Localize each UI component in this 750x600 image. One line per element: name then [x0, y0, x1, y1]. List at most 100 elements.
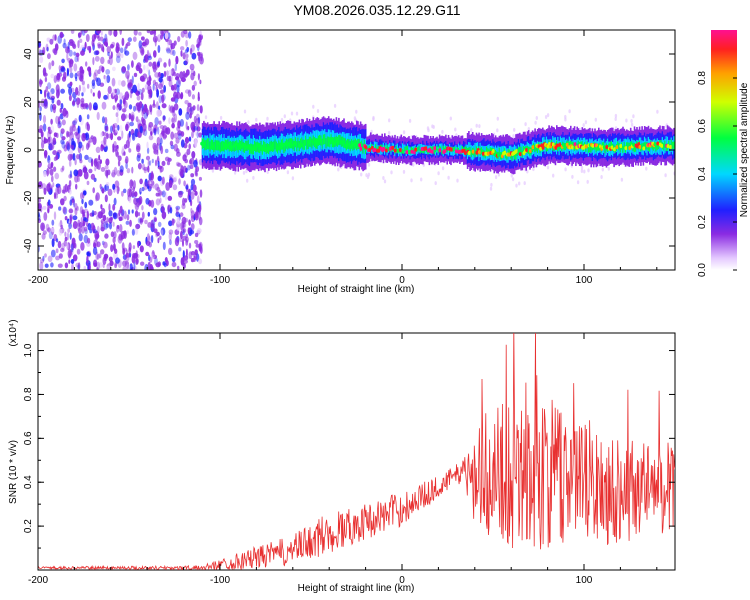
heatmap-cell [45, 43, 49, 51]
heatmap-cell [153, 128, 157, 136]
heatmap-cell [173, 132, 179, 139]
heatmap-cell [610, 141, 613, 149]
heatmap-cell [42, 46, 46, 56]
heatmap-cell [153, 50, 157, 58]
heatmap-cell [152, 64, 157, 73]
heatmap-cell [72, 124, 76, 132]
heatmap-cell [157, 221, 162, 227]
heatmap-cell [196, 205, 200, 212]
heatmap-cell [60, 128, 65, 135]
heatmap-cell [271, 143, 275, 148]
heatmap-cell [131, 60, 134, 68]
heatmap-cell [129, 219, 132, 227]
heatmap-cell [144, 178, 148, 187]
heatmap-cell [266, 116, 269, 121]
heatmap-cell [189, 47, 193, 55]
heatmap-cell [193, 253, 198, 260]
heatmap-cell [227, 145, 231, 150]
heatmap-cell [55, 193, 58, 199]
heatmap-cell [220, 141, 223, 152]
heatmap-cell [38, 197, 42, 203]
heatmap-cells [38, 30, 675, 270]
heatmap-cell [229, 140, 232, 151]
heatmap-cell [47, 163, 52, 170]
heatmap-cell [88, 102, 92, 111]
heatmap-cell [291, 176, 295, 181]
heatmap-cell [441, 150, 443, 155]
heatmap-cell [148, 160, 152, 166]
heatmap-cell [47, 199, 51, 206]
heatmap-cell [176, 91, 181, 100]
heatmap-cell [64, 216, 68, 221]
heatmap-cell [68, 86, 73, 96]
heatmap-cell [664, 173, 667, 178]
heatmap-cell [171, 256, 176, 263]
heatmap-cell [179, 119, 184, 127]
heatmap-cell [443, 149, 447, 154]
heatmap-cell [69, 199, 73, 206]
heatmap-cell [152, 62, 156, 70]
heatmap-cell [143, 168, 147, 174]
heatmap-cell [167, 41, 170, 48]
heatmap-cell [168, 174, 174, 180]
heatmap-cell [387, 130, 391, 135]
heatmap-cell [336, 140, 340, 144]
heatmap-cell [133, 30, 138, 36]
heatmap-cell [121, 130, 124, 139]
heatmap-cell [118, 233, 123, 241]
heatmap-cell [185, 236, 189, 243]
heatmap-cell [396, 149, 399, 154]
heatmap-cell [126, 64, 130, 71]
heatmap-cell [137, 162, 142, 170]
heatmap-cell [596, 146, 600, 151]
heatmap-cell [100, 167, 106, 172]
heatmap-cell [178, 78, 181, 85]
heatmap-cell [513, 127, 516, 132]
heatmap-cell [50, 262, 54, 268]
heatmap-cell [47, 255, 53, 263]
heatmap-cell [43, 136, 46, 145]
heatmap-cell [73, 169, 79, 177]
heatmap-cell [188, 195, 192, 203]
heatmap-cell [66, 67, 69, 77]
heatmap-cell [105, 69, 111, 75]
heatmap-cell [80, 44, 85, 49]
heatmap-cell [403, 149, 405, 155]
heatmap-cell [552, 173, 555, 178]
heatmap-cell [97, 35, 101, 42]
heatmap-cell [133, 262, 136, 270]
heatmap-cell [470, 128, 473, 133]
heatmap-cell [74, 174, 79, 183]
heatmap-cell [121, 37, 125, 47]
heatmap-cell [170, 42, 176, 50]
heatmap-cell [96, 261, 100, 270]
heatmap-cell [87, 156, 93, 163]
heatmap-cell [221, 146, 226, 151]
heatmap-cell [60, 88, 65, 94]
heatmap-cell [263, 140, 265, 151]
heatmap-cell [196, 104, 200, 112]
heatmap-cell [198, 216, 203, 226]
heatmap-cell [103, 136, 107, 145]
heatmap-cell [410, 149, 414, 154]
heatmap-cell [115, 112, 119, 118]
heatmap-cell [182, 238, 184, 247]
heatmap-cell [116, 144, 119, 149]
heatmap-cell [591, 143, 595, 148]
heatmap-cell [190, 257, 195, 263]
heatmap-cell [149, 266, 154, 270]
y-tick-label: 40 [23, 48, 34, 60]
heatmap-cell [148, 61, 153, 67]
heatmap-cell [95, 146, 101, 153]
heatmap-cell [513, 152, 516, 160]
heatmap-cell [104, 233, 109, 239]
heatmap-cell [101, 188, 105, 194]
heatmap-cell [255, 117, 258, 122]
heatmap-cell [49, 38, 54, 45]
heatmap-cell [51, 97, 55, 104]
heatmap-cell [85, 61, 88, 67]
heatmap-cell [48, 129, 53, 135]
heatmap-cell [404, 146, 406, 152]
heatmap-cell [534, 144, 536, 153]
